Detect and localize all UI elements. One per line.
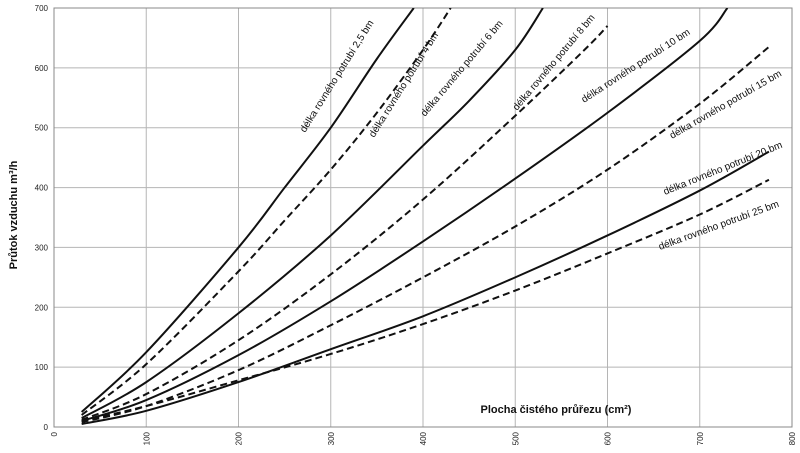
y-tick-label: 600 [35,64,49,73]
series-label-8: délka rovného potrubí 25 bm [657,199,780,253]
y-tick-label: 0 [44,423,49,432]
series-label-7: délka rovného potrubí 20 bm [662,140,784,198]
series-label-6: délka rovného potrubí 15 bm [668,68,784,141]
y-tick-label: 500 [35,124,49,133]
series-label-2: délka rovného potrubí 4 bm [367,31,441,140]
series-line-7 [81,150,770,425]
series-line-8 [81,178,770,422]
x-tick-label: 400 [419,431,428,445]
y-axis-title: Průtok vzduchu m³/h [8,160,20,269]
x-tick-label: 300 [327,431,336,445]
x-tick-label: 800 [788,431,797,445]
x-tick-label: 700 [696,431,705,445]
x-axis-title: Plocha čistého průřezu (cm²) [481,404,632,416]
y-tick-label: 400 [35,184,49,193]
series-line-6 [81,46,770,424]
x-tick-label: 100 [142,431,151,445]
x-tick-label: 0 [50,431,59,436]
tick-labels: 0 100 200 300 400 500 600 700 800 0 100 200 300 400 50… [35,4,797,445]
series-line-4 [81,25,609,421]
series-lines [80,8,770,425]
series-line-1 [80,8,415,413]
x-tick-label: 600 [604,431,613,445]
series-line-5 [81,8,729,422]
y-tick-label: 100 [35,363,49,372]
y-tick-label: 300 [35,243,49,252]
series-line-3 [81,8,544,419]
grid [53,7,793,428]
plot-frame [53,7,793,428]
x-tick-label: 500 [511,431,520,445]
x-tick-label: 200 [235,431,244,445]
y-tick-label: 200 [35,303,49,312]
y-tick-label: 700 [35,4,49,13]
